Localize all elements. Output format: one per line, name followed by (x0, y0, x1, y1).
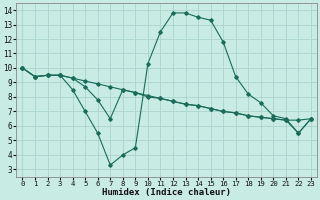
X-axis label: Humidex (Indice chaleur): Humidex (Indice chaleur) (102, 188, 231, 197)
